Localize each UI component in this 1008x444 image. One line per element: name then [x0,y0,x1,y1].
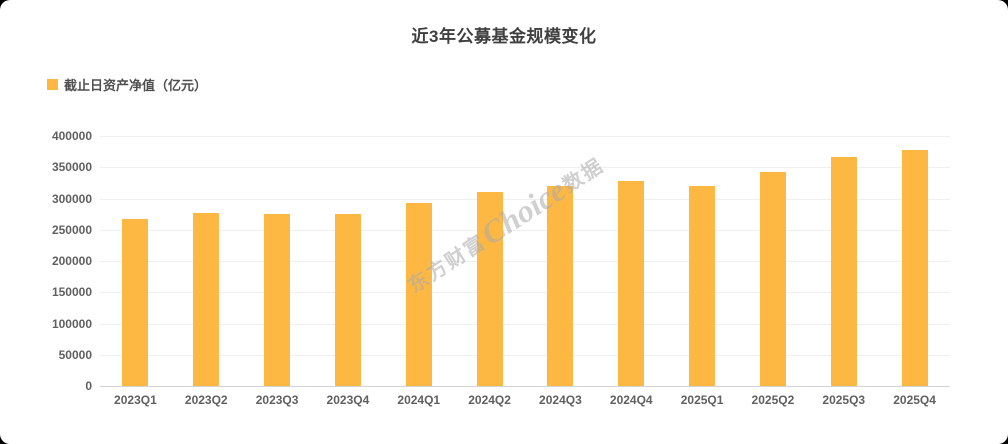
bar-2024Q2[interactable] [476,191,503,386]
bar-2023Q1[interactable] [122,219,149,386]
ytick-label-100000: 100000 [51,316,92,331]
legend-label: 截止日资产净值（亿元） [64,78,208,93]
gridline [100,198,950,200]
xtick-label-2025Q2: 2025Q2 [751,393,795,407]
ytick-label-400000: 400000 [51,129,92,143]
gridline [100,292,950,294]
xtick-label-2024Q1: 2024Q1 [397,393,441,407]
xtick-label-2024Q3: 2024Q3 [539,393,582,407]
xtick-label-2024Q4: 2024Q4 [609,393,653,407]
ytick-label-300000: 300000 [51,191,92,206]
xtick-label-2025Q1: 2025Q1 [680,393,724,407]
ytick-label-150000: 150000 [51,285,92,300]
gridline [100,323,950,325]
bar-2024Q1[interactable] [405,203,432,386]
ytick-label-200000: 200000 [51,254,92,268]
bar-2024Q4[interactable] [618,181,645,386]
gridline [100,261,950,262]
ytick-label-50000: 50000 [58,347,92,362]
gridline [100,354,950,356]
bar-2025Q2[interactable] [759,171,786,386]
bar-2023Q3[interactable] [264,214,291,386]
ytick-label-0: 0 [85,379,92,393]
bar-2023Q4[interactable] [334,213,361,386]
xtick-label-2025Q3: 2025Q3 [822,393,866,407]
gridline [100,136,950,137]
bar-2025Q4[interactable] [901,150,928,386]
xtick-label-2023Q3: 2023Q3 [255,393,299,407]
gridline [100,167,950,169]
bar-2025Q3[interactable] [830,157,857,386]
legend-item[interactable]: 截止日资产净值（亿元） [47,75,207,94]
plot-area: 0 50000 100000 150000 200000 250000 300000 3500… [52,129,950,407]
legend-swatch-icon [47,79,58,90]
gridline [100,229,950,231]
xtick-label-2025Q4: 2025Q4 [893,393,936,407]
bar-2023Q2[interactable] [193,212,220,386]
x-axis-line [100,386,950,387]
xtick-label-2023Q1: 2023Q1 [114,393,157,407]
bar-2025Q1[interactable] [689,185,716,386]
ytick-label-350000: 350000 [51,160,92,175]
xtick-label-2024Q2: 2024Q2 [468,393,511,407]
xtick-label-2023Q2: 2023Q2 [184,393,228,407]
ytick-label-250000: 250000 [51,222,92,237]
chart-title: 近3年公募基金规模变化 [411,27,597,46]
bar-2024Q3[interactable] [547,185,574,386]
xtick-label-2023Q4: 2023Q4 [326,393,370,407]
